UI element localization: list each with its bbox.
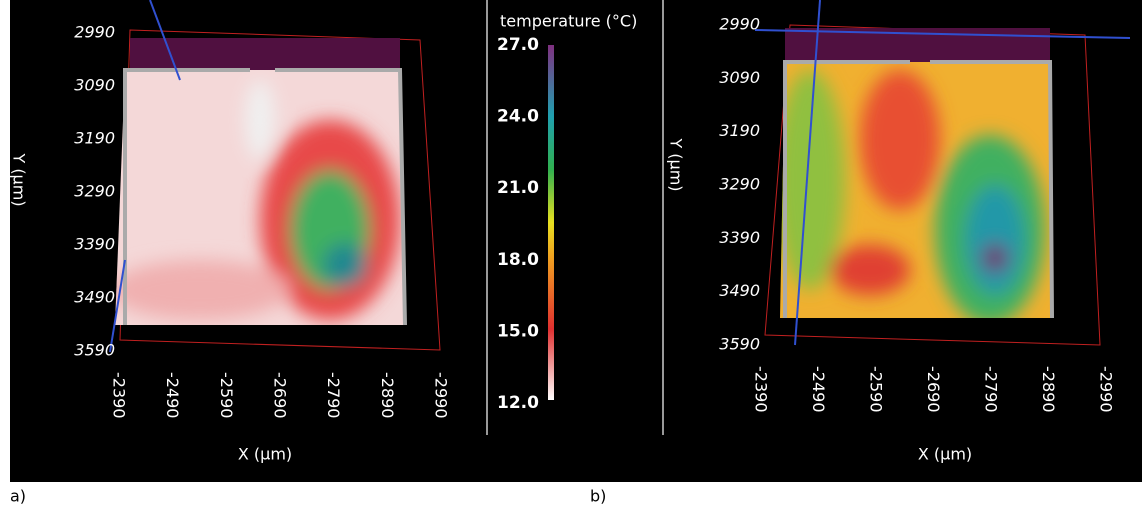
- x-tick-label: -2990: [432, 372, 451, 419]
- x-tick-label: -2490: [809, 366, 828, 413]
- x-tick-label: -2490: [163, 372, 182, 419]
- x-tick-label: -2390: [110, 372, 129, 419]
- x-tick-label: -2790: [324, 372, 343, 419]
- x-tick-label: -2890: [1039, 366, 1058, 413]
- x-tick-label: -2790: [982, 366, 1001, 413]
- map-b: [754, 0, 1131, 346]
- colorbar-tick-label: 27.0: [497, 35, 539, 55]
- x-tick-label: -2590: [217, 372, 236, 419]
- y-tick-label: 3190: [74, 129, 115, 148]
- x-tick-label: -2690: [271, 372, 290, 419]
- x-tick-label: -2390: [752, 366, 771, 413]
- x-tick-label: -2590: [867, 366, 886, 413]
- y-tick-label: 3590: [74, 341, 115, 360]
- y-axis-label: Y (µm): [667, 137, 686, 191]
- y-axis-label: Y (µm): [10, 152, 29, 206]
- colorbar-title: temperature (°C): [500, 12, 637, 31]
- y-tick-label: 3090: [74, 76, 115, 95]
- colorbar-tick-label: 15.0: [497, 321, 539, 341]
- y-tick-label: 3290: [74, 182, 115, 201]
- colorbar-tick-label: 24.0: [497, 107, 539, 127]
- y-tick-label: 3590: [719, 335, 760, 354]
- map-a: [109, 0, 441, 353]
- y-tick-label: 2990: [719, 15, 760, 34]
- panel-label: a): [10, 487, 26, 506]
- x-tick-label: -2690: [924, 366, 943, 413]
- y-tick-label: 3290: [719, 175, 760, 194]
- y-tick-label: 3490: [74, 288, 115, 307]
- x-axis-label: X (µm): [918, 445, 972, 464]
- colorbar-tick-label: 18.0: [497, 250, 539, 270]
- y-tick-label: 3090: [719, 68, 760, 87]
- y-tick-label: 3390: [719, 228, 760, 247]
- y-tick-label: 3390: [74, 235, 115, 254]
- colorbar-tick-label: 21.0: [497, 178, 539, 198]
- y-tick-label: 2990: [74, 23, 115, 42]
- panel-label: b): [590, 487, 606, 506]
- x-tick-label: -2890: [378, 372, 397, 419]
- x-tick-label: -2990: [1097, 366, 1116, 413]
- colorbar: [548, 45, 554, 400]
- y-tick-label: 3190: [719, 121, 760, 140]
- x-axis-label: X (µm): [238, 445, 292, 464]
- y-tick-label: 3490: [719, 281, 760, 300]
- colorbar-tick-label: 12.0: [497, 393, 539, 413]
